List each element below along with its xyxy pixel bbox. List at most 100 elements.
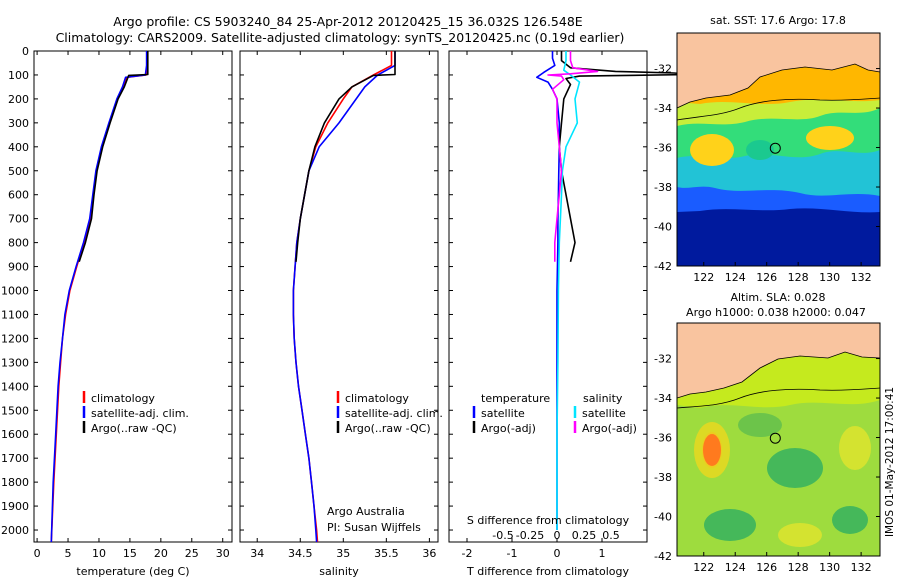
salinity-legend: climatology satellite-adj. clim. Argo(..… [336,391,443,435]
y-tick-label: 1800 [1,476,29,489]
x-tick-label: 25 [185,547,199,560]
series-line-satellite-adj-clim- [50,51,148,543]
s-tick-label: 0 [554,529,561,542]
sla-negative-anomaly [738,413,782,437]
map-x-tick-label: 132 [851,561,872,574]
difference-series [535,51,693,530]
legend-label-climatology: climatology [91,392,155,405]
sla-negative-anomaly [767,448,823,488]
y-tick-label: 300 [8,117,29,130]
sla-map-field [677,323,880,556]
temperature-x-axis: 0 5 10 15 20 25 30 [34,51,230,560]
map-x-tick-label: 126 [756,271,777,284]
map-x-tick-label: 124 [725,561,746,574]
salinity-plot-frame [239,50,439,543]
legend-label-satellite: satellite-adj. clim. [345,407,443,420]
map-x-tick-label: 122 [693,561,714,574]
sla-positive-anomaly [839,426,871,470]
map-y-tick-label: -32 [654,63,672,76]
depth-axis: 0 100 200 300 400 500 600 700 800 900 1000 1100 1200… [1,45,232,537]
sla-negative-anomaly [704,509,756,541]
sla-map-frame [676,322,881,557]
difference-legend: temperature salinity satellite Argo(-adj… [472,392,637,435]
salinity-panel: 34 34.5 35 35.5 36 salinity climatology sate… [239,50,443,578]
x-tick-label: -1 [507,547,518,560]
sst-warm-eddy [690,134,734,166]
x-tick-label: -2 [462,547,473,560]
salinity-x-axis: 34 34.5 35 35.5 36 [250,51,436,560]
x-tick-label: 34.5 [288,547,313,560]
y-tick-label: 2000 [1,524,29,537]
map-y-tick-label: -42 [654,260,672,273]
sla-coastline [677,351,880,399]
credit-pi: PI: Susan Wijffels [327,521,421,534]
temperature-panel: 0100200300400500600700800900100011001200… [1,45,233,578]
x-tick-label: 35 [336,547,350,560]
difference-y-ticks [449,50,647,531]
y-tick-label: 1200 [1,332,29,345]
y-tick-label: 100 [8,69,29,82]
s-difference-label: S difference from climatology [467,514,630,527]
map-x-tick-label: 122 [693,271,714,284]
y-tick-label: 1700 [1,452,29,465]
legend-header-temperature: temperature [481,392,550,405]
y-tick-label: 1300 [1,356,29,369]
sst-map-field [677,33,880,266]
y-tick-label: 600 [8,189,29,202]
argo-float-marker [769,432,781,444]
legend-label-t-satellite: satellite [481,407,525,420]
sla-map-subtitle: Argo h1000: 0.038 h2000: 0.047 [686,306,866,319]
sst-warm-eddy [806,126,854,150]
sla-positive-anomaly [778,523,822,547]
map-x-tick-label: 128 [788,271,809,284]
y-tick-label: 1500 [1,404,29,417]
y-tick-label: 800 [8,237,29,250]
x-tick-label: 30 [216,547,230,560]
argo-float-marker [769,142,781,154]
map-y-tick-label: -34 [654,102,672,115]
s-tick-label: -0.25 [516,529,544,542]
y-tick-label: 400 [8,141,29,154]
sst-map-title: sat. SST: 17.6 Argo: 17.8 [710,14,846,27]
sla-positive-core [703,434,721,466]
map-y-tick-label: -38 [654,181,672,194]
y-tick-label: 1600 [1,428,29,441]
y-tick-label: 1900 [1,500,29,513]
sst-land-mask [677,33,880,108]
map-x-tick-label: 124 [725,271,746,284]
figure-title-line1: Argo profile: CS 5903240_84 25-Apr-2012 … [113,14,582,29]
sla-land-mask [677,323,880,398]
map-y-tick-label: -40 [654,221,672,234]
sst-map-frame [676,32,881,267]
temperature-x-label: temperature (deg C) [76,565,189,578]
series-line-satellite-adj-clim- [292,51,396,543]
series-line-argo-raw-qc- [295,51,396,262]
series-line-argo-raw-qc- [78,51,149,263]
legend-label-climatology: climatology [345,392,409,405]
map-y-tick-label: -42 [654,550,672,563]
salinity-x-label: salinity [319,565,359,578]
map-y-tick-label: -32 [654,353,672,366]
y-tick-label: 200 [8,93,29,106]
s-tick-label: 0.25 [572,529,597,542]
x-tick-label: 36 [422,547,436,560]
map-y-tick-label: -40 [654,511,672,524]
legend-label-satellite: satellite-adj. clim. [91,407,189,420]
map-y-tick-label: -38 [654,471,672,484]
x-tick-label: 35.5 [374,547,399,560]
series-line-temperature-argo-adj- [558,51,693,262]
sla-map-title: Altim. SLA: 0.028 [730,291,825,304]
x-tick-label: 15 [123,547,137,560]
sst-map-axes: 122 124 126 128 130 132 -32 -34 -36 -38 -40 -42 [654,63,880,284]
sla-bathymetry-contour [677,387,880,409]
sst-coastline [677,63,880,109]
y-tick-label: 900 [8,261,29,274]
y-tick-label: 700 [8,213,29,226]
x-tick-label: 5 [65,547,72,560]
sst-map-panel: sat. SST: 17.6 Argo: 17.8 122 124 126 128 13… [654,14,881,284]
map-x-tick-label: 132 [851,271,872,284]
x-tick-label: 1 [599,547,606,560]
sla-map-axes: 122 124 126 128 130 132 -32 -34 -36 -38 -40 -42 [654,353,880,574]
legend-header-salinity: salinity [583,392,623,405]
